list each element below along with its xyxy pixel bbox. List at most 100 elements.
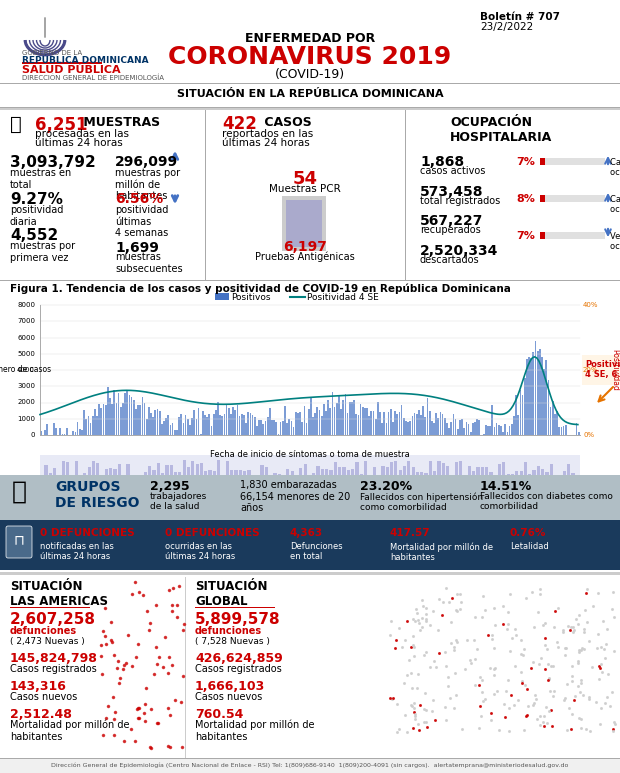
- Bar: [131, 397, 133, 435]
- Bar: [0, 572, 620, 575]
- Bar: [528, 357, 530, 435]
- Bar: [576, 424, 577, 435]
- Bar: [304, 406, 305, 435]
- Bar: [174, 472, 177, 480]
- Bar: [87, 467, 91, 480]
- Bar: [249, 413, 251, 435]
- Bar: [87, 416, 89, 435]
- Bar: [176, 431, 178, 435]
- Bar: [312, 417, 314, 435]
- Text: 1,666,103: 1,666,103: [195, 680, 265, 693]
- Bar: [239, 416, 241, 435]
- Bar: [105, 405, 107, 435]
- Bar: [567, 464, 570, 480]
- Bar: [563, 426, 564, 435]
- Bar: [487, 426, 489, 435]
- Text: 3000: 3000: [17, 383, 35, 390]
- Text: ( 7,528 Nuevas ): ( 7,528 Nuevas ): [195, 637, 270, 646]
- Bar: [10, 607, 90, 608]
- Text: 2000: 2000: [17, 400, 35, 406]
- Bar: [234, 470, 237, 480]
- Bar: [362, 407, 363, 435]
- Bar: [111, 404, 113, 435]
- Bar: [0, 520, 620, 570]
- Bar: [131, 478, 134, 480]
- Bar: [431, 421, 433, 435]
- Bar: [202, 411, 204, 435]
- Bar: [267, 417, 268, 435]
- Bar: [81, 431, 82, 435]
- Bar: [405, 110, 406, 280]
- Bar: [533, 471, 536, 480]
- Bar: [280, 422, 281, 435]
- Bar: [126, 465, 130, 480]
- Text: Fecha de inicio de síntomas o toma de muestra: Fecha de inicio de síntomas o toma de mu…: [210, 450, 410, 459]
- Text: 1000: 1000: [17, 416, 35, 422]
- Bar: [256, 476, 259, 480]
- Text: MUESTRAS: MUESTRAS: [79, 116, 160, 129]
- Bar: [133, 400, 135, 435]
- Text: Positivos: Positivos: [231, 293, 270, 302]
- Bar: [148, 407, 149, 435]
- Bar: [427, 397, 428, 435]
- Text: 40%: 40%: [583, 302, 598, 308]
- Bar: [316, 466, 320, 480]
- Bar: [120, 407, 122, 435]
- Bar: [422, 406, 424, 435]
- Text: Mortalidad por millón de
habitantes: Mortalidad por millón de habitantes: [10, 720, 130, 742]
- Bar: [124, 393, 126, 435]
- Bar: [113, 390, 115, 435]
- Bar: [215, 293, 229, 300]
- Bar: [407, 422, 409, 435]
- Bar: [541, 356, 543, 435]
- Bar: [205, 110, 206, 280]
- Bar: [403, 466, 406, 480]
- Bar: [252, 415, 254, 435]
- Bar: [534, 341, 536, 435]
- Bar: [228, 408, 229, 435]
- Bar: [83, 410, 85, 435]
- Bar: [524, 378, 526, 435]
- Bar: [459, 420, 461, 435]
- Bar: [241, 414, 242, 435]
- Text: Dirección General de Epidemiología (Centro Nacional de Enlace - RSI) Tel: 1(809): Dirección General de Epidemiología (Cent…: [51, 762, 569, 768]
- Bar: [144, 472, 147, 480]
- Bar: [540, 232, 544, 239]
- Bar: [476, 420, 478, 435]
- Text: GRUPOS
DE RIESGO: GRUPOS DE RIESGO: [55, 480, 140, 510]
- Bar: [360, 404, 361, 435]
- Bar: [377, 478, 380, 480]
- Bar: [453, 414, 454, 435]
- Bar: [109, 468, 112, 480]
- Text: Pruebas Antigénicas: Pruebas Antigénicas: [255, 252, 355, 263]
- Bar: [73, 431, 74, 435]
- Bar: [198, 408, 200, 435]
- Bar: [200, 463, 203, 480]
- Text: SITUACIÓN
GLOBAL: SITUACIÓN GLOBAL: [195, 580, 267, 608]
- Bar: [243, 472, 246, 480]
- Bar: [260, 421, 262, 435]
- Bar: [492, 405, 493, 435]
- Bar: [77, 422, 79, 435]
- Bar: [351, 402, 353, 435]
- Bar: [457, 429, 459, 435]
- Text: DIRECCIÓN GENERAL DE EPIDEMIOLOGÍA: DIRECCIÓN GENERAL DE EPIDEMIOLOGÍA: [22, 74, 164, 80]
- Bar: [502, 432, 504, 435]
- Bar: [371, 410, 372, 435]
- Bar: [195, 607, 275, 608]
- Text: Figura 1. Tendencia de los casos y positividad de COVID-19 en República Dominica: Figura 1. Tendencia de los casos y posit…: [10, 283, 511, 294]
- Bar: [342, 467, 345, 480]
- Bar: [563, 471, 566, 480]
- Bar: [195, 419, 197, 435]
- Bar: [0, 758, 620, 773]
- Bar: [0, 475, 620, 520]
- Bar: [539, 349, 541, 435]
- Bar: [44, 465, 48, 480]
- Bar: [325, 410, 327, 435]
- Bar: [40, 475, 43, 480]
- Text: Número de casos: Número de casos: [0, 366, 51, 374]
- Bar: [425, 417, 426, 435]
- Bar: [118, 393, 120, 435]
- Bar: [269, 408, 271, 435]
- Text: Casos nuevos: Casos nuevos: [195, 692, 262, 702]
